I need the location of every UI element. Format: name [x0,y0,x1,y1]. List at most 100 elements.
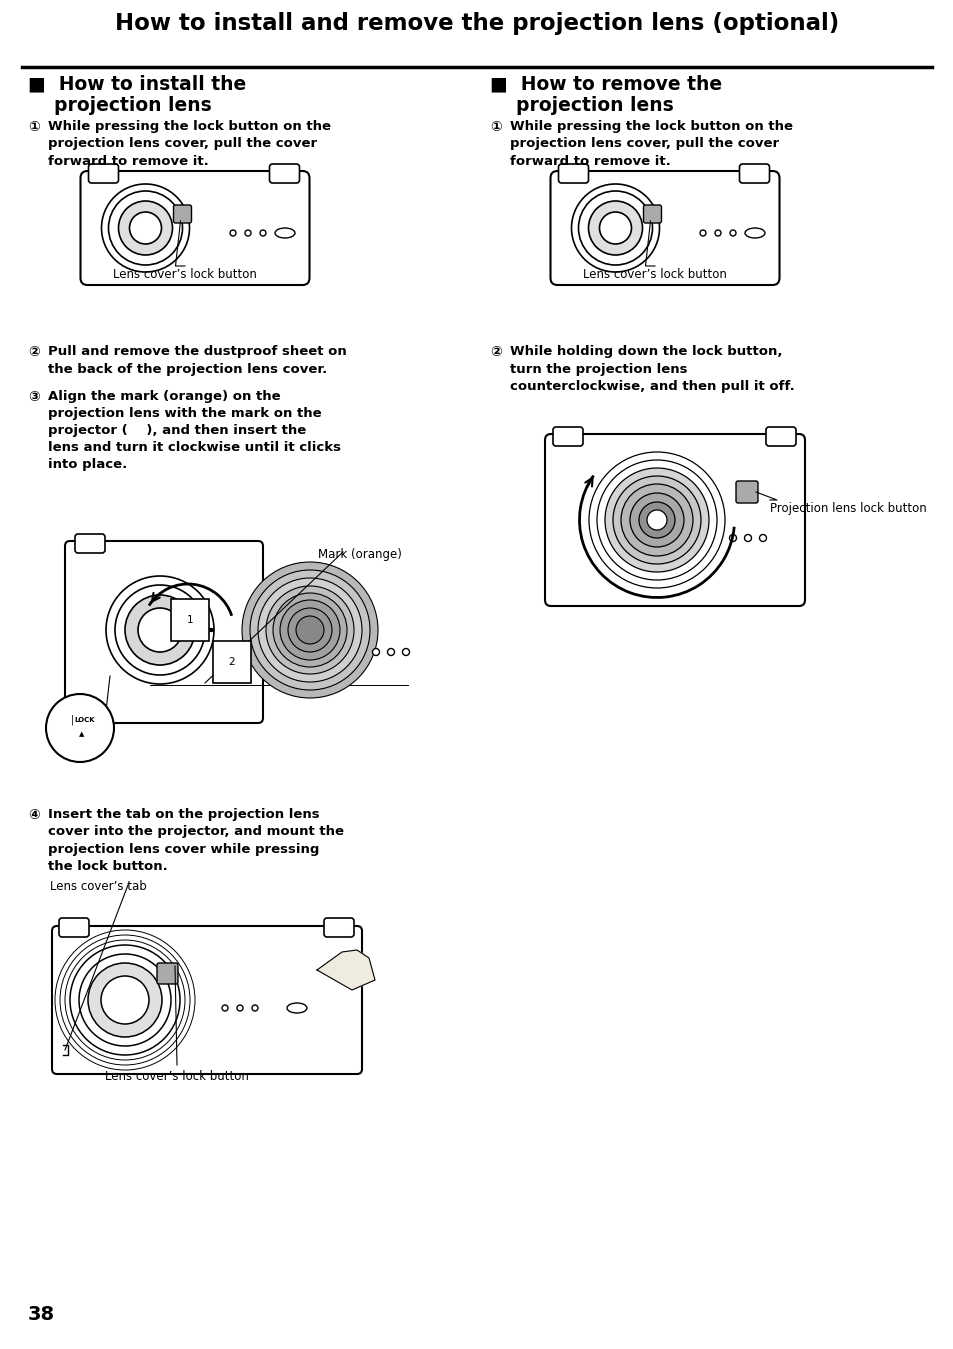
Circle shape [273,594,347,666]
Text: ②: ② [28,345,40,359]
Text: Lens cover’s lock button: Lens cover’s lock button [582,268,726,281]
Circle shape [242,563,377,697]
Circle shape [46,693,113,762]
FancyBboxPatch shape [269,165,299,183]
FancyBboxPatch shape [643,205,660,223]
Circle shape [245,229,251,236]
Text: While pressing the lock button on the
projection lens cover, pull the cover
forw: While pressing the lock button on the pr… [510,120,792,169]
Circle shape [597,460,717,580]
Circle shape [252,1005,257,1010]
FancyBboxPatch shape [765,428,795,447]
Text: projection lens: projection lens [490,96,673,115]
Text: Align the mark (orange) on the: Align the mark (orange) on the [48,390,280,403]
Circle shape [613,476,700,564]
Text: Lens cover’s tab: Lens cover’s tab [50,880,147,893]
Ellipse shape [274,228,294,237]
Ellipse shape [744,228,764,237]
Text: ■  How to install the: ■ How to install the [28,74,246,93]
FancyBboxPatch shape [550,171,779,285]
Circle shape [372,649,379,656]
Circle shape [578,192,652,264]
Polygon shape [316,950,375,990]
Circle shape [101,975,149,1024]
Circle shape [387,649,395,656]
Text: ②: ② [490,345,501,359]
FancyBboxPatch shape [52,925,361,1074]
Circle shape [759,534,765,541]
Text: ④: ④ [28,808,40,822]
Text: Lens cover’s lock button: Lens cover’s lock button [105,1070,249,1083]
Circle shape [106,576,213,684]
FancyBboxPatch shape [80,171,309,285]
Circle shape [70,946,180,1055]
Circle shape [260,229,266,236]
Circle shape [571,183,659,272]
Text: How to install and remove the projection lens (optional): How to install and remove the projection… [114,12,839,35]
Circle shape [700,229,705,236]
Text: Insert the tab on the projection lens
cover into the projector, and mount the
pr: Insert the tab on the projection lens co… [48,808,344,874]
Circle shape [629,492,683,546]
FancyBboxPatch shape [558,165,588,183]
Circle shape [646,510,666,530]
Text: 38: 38 [28,1304,55,1323]
FancyBboxPatch shape [324,919,354,938]
Circle shape [729,229,735,236]
Circle shape [729,534,736,541]
Circle shape [79,954,171,1045]
Text: Pull and remove the dustproof sheet on
the back of the projection lens cover.: Pull and remove the dustproof sheet on t… [48,345,346,375]
Circle shape [222,1005,228,1010]
Circle shape [109,192,182,264]
Text: ■  How to remove the: ■ How to remove the [490,74,721,93]
Text: ③: ③ [28,390,40,403]
Circle shape [266,585,354,674]
Circle shape [743,534,751,541]
Circle shape [588,452,724,588]
Text: Lens cover’s lock button: Lens cover’s lock button [113,268,256,281]
Circle shape [588,201,641,255]
Circle shape [288,608,332,652]
Ellipse shape [287,1004,307,1013]
Text: projector (    ), and then insert the: projector ( ), and then insert the [48,424,306,437]
Text: into place.: into place. [48,459,127,471]
Text: ▲: ▲ [79,731,85,737]
Text: projection lens with the mark on the: projection lens with the mark on the [48,407,321,420]
FancyBboxPatch shape [65,541,263,723]
FancyBboxPatch shape [59,919,89,938]
Circle shape [639,502,675,538]
FancyBboxPatch shape [157,963,178,983]
Circle shape [620,484,692,556]
Circle shape [125,595,194,665]
Text: ①: ① [490,120,501,134]
Text: While holding down the lock button,
turn the projection lens
counterclockwise, a: While holding down the lock button, turn… [510,345,794,393]
Text: projection lens: projection lens [28,96,212,115]
FancyBboxPatch shape [739,165,769,183]
Circle shape [101,183,190,272]
Text: ①: ① [28,120,40,134]
Circle shape [236,1005,243,1010]
FancyBboxPatch shape [544,434,804,606]
Circle shape [257,577,361,683]
Circle shape [138,608,182,652]
FancyBboxPatch shape [75,534,105,553]
Text: |: | [71,715,73,726]
Circle shape [130,212,161,244]
FancyBboxPatch shape [173,205,192,223]
Circle shape [230,229,235,236]
Text: Mark (orange): Mark (orange) [317,548,401,561]
Text: 1: 1 [187,615,193,625]
Circle shape [88,963,162,1037]
FancyBboxPatch shape [553,428,582,447]
Circle shape [598,212,631,244]
Circle shape [280,600,339,660]
Circle shape [604,468,708,572]
Circle shape [118,201,172,255]
Text: 2: 2 [229,657,235,666]
Circle shape [250,571,370,689]
Circle shape [714,229,720,236]
FancyBboxPatch shape [89,165,118,183]
Circle shape [402,649,409,656]
Text: While pressing the lock button on the
projection lens cover, pull the cover
forw: While pressing the lock button on the pr… [48,120,331,169]
Text: lens and turn it clockwise until it clicks: lens and turn it clockwise until it clic… [48,441,340,455]
Circle shape [295,616,324,643]
FancyBboxPatch shape [735,482,758,503]
